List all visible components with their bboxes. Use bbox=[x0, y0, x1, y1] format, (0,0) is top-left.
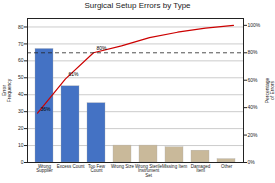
svg-text:ErrorFrequency: ErrorFrequency bbox=[1, 78, 12, 102]
html-text:Surgical Setup Errors by Type: Surgical Setup Errors by Type bbox=[84, 1, 191, 10]
svg-text:70: 70 bbox=[18, 41, 24, 47]
svg-text:60: 60 bbox=[18, 57, 24, 63]
svg-text:80%: 80% bbox=[97, 45, 108, 51]
svg-text:Excess Count: Excess Count bbox=[57, 164, 86, 169]
svg-text:80: 80 bbox=[18, 24, 24, 30]
svg-text:0%: 0% bbox=[248, 159, 256, 165]
svg-text:50: 50 bbox=[18, 74, 24, 80]
svg-text:40%: 40% bbox=[248, 104, 259, 110]
svg-text:Other: Other bbox=[221, 164, 233, 169]
svg-text:Percentageof Errors: Percentageof Errors bbox=[264, 77, 275, 103]
svg-text:Wrong SterileInstrumentSet: Wrong SterileInstrumentSet bbox=[135, 164, 163, 178]
svg-text:20: 20 bbox=[18, 125, 24, 131]
svg-text:40: 40 bbox=[18, 91, 24, 97]
svg-text:0: 0 bbox=[21, 159, 24, 165]
svg-text:20%: 20% bbox=[248, 132, 259, 138]
svg-text:30: 30 bbox=[18, 108, 24, 114]
svg-text:36%: 36% bbox=[41, 106, 52, 112]
svg-text:100%: 100% bbox=[248, 22, 261, 28]
svg-text:10: 10 bbox=[18, 142, 24, 148]
svg-text:WrongSupplier: WrongSupplier bbox=[36, 164, 53, 174]
svg-text:Wrong Size: Wrong Size bbox=[111, 164, 135, 169]
svg-text:60%: 60% bbox=[248, 77, 259, 83]
svg-text:DamagedItem: DamagedItem bbox=[191, 164, 211, 174]
svg-text:61%: 61% bbox=[69, 71, 80, 77]
svg-text:Too FewCount: Too FewCount bbox=[88, 164, 106, 174]
svg-text:80%: 80% bbox=[248, 49, 259, 55]
svg-text:Missing Item: Missing Item bbox=[162, 164, 188, 169]
